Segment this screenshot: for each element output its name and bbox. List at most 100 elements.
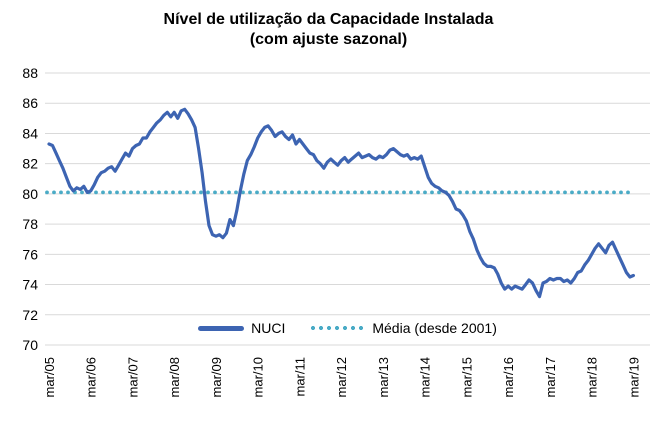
chart-title-line1: Nível de utilização da Capacidade Instal… (163, 11, 494, 28)
media-dotted-line-dot (45, 190, 49, 195)
media-dotted-line-dot (185, 190, 189, 195)
nuci-legend-label: NUCI (251, 320, 286, 336)
media-dotted-line-dot (59, 190, 63, 195)
media-dotted-line-dot (612, 190, 616, 195)
media-dotted-line-dot (591, 190, 595, 195)
media-dotted-line-dot (122, 190, 126, 195)
media-dotted-line-dot (535, 190, 539, 195)
media-dotted-line-dot (80, 190, 84, 195)
media-dotted-line-dot (339, 190, 343, 195)
media-dotted-line-dot (136, 190, 140, 195)
media-dotted-line-dot (542, 190, 546, 195)
media-dotted-line-dot (290, 190, 294, 195)
media-dotted-line-dot (311, 190, 315, 195)
media-dotted-line-dot (143, 190, 147, 195)
media-dotted-line-dot (318, 190, 322, 195)
media-dotted-line-dot (556, 190, 560, 195)
media-dotted-line-dot (472, 190, 476, 195)
x-axis-label: mar/13 (376, 357, 391, 397)
media-dotted-line-dot (325, 190, 329, 195)
y-axis-label: 86 (22, 95, 38, 111)
y-axis-label: 74 (22, 277, 38, 293)
media-dotted-line-dot (570, 190, 574, 195)
media-dotted-line-dot (423, 190, 427, 195)
x-axis-label: mar/14 (418, 357, 433, 397)
media-dotted-line-dot (528, 190, 532, 195)
x-axis-label: mar/06 (84, 357, 99, 397)
media-dotted-line-dot (486, 190, 490, 195)
media-dotted-line-dot (367, 190, 371, 195)
media-dotted-line-dot (94, 190, 98, 195)
media-dotted-line-dot (626, 190, 630, 195)
legend: NUCI Média (desde 2001) (45, 319, 650, 337)
y-axis-label: 76 (22, 246, 38, 262)
media-dotted-line-dot (465, 190, 469, 195)
media-dotted-line-dot (199, 190, 203, 195)
media-dotted-line-dot (220, 190, 224, 195)
media-dotted-line-dot (346, 190, 350, 195)
media-dotted-line-dot (500, 190, 504, 195)
media-dotted-line-dot (269, 190, 273, 195)
media-dotted-line-dot (374, 190, 378, 195)
media-dotted-line-dot (108, 190, 112, 195)
media-dotted-line-dot (388, 190, 392, 195)
media-dotted-line-dot (248, 190, 252, 195)
y-axis-label: 72 (22, 307, 38, 323)
nuci-line (47, 107, 635, 299)
media-dotted-line-dot (241, 190, 245, 195)
media-dotted-line-dot (430, 190, 434, 195)
media-dotted-line-dot (402, 190, 406, 195)
y-axis-label: 88 (22, 65, 38, 81)
media-dotted-line-dot (129, 190, 133, 195)
media-legend-label: Média (desde 2001) (372, 320, 497, 336)
x-axis-label: mar/10 (251, 357, 266, 397)
media-dotted-line-dot (619, 190, 623, 195)
x-axis-label: mar/15 (459, 357, 474, 397)
media-dotted-line-dot (549, 190, 553, 195)
media-dotted-line-dot (584, 190, 588, 195)
media-dotted-line-dot (227, 190, 231, 195)
media-dotted-line-dot (115, 190, 119, 195)
y-axis-label: 78 (22, 216, 38, 232)
media-dotted-line-dot (521, 190, 525, 195)
x-axis-label: mar/12 (334, 357, 349, 397)
media-dotted-line-dot (157, 190, 161, 195)
media-dotted-line-dot (283, 190, 287, 195)
media-dotted-line-dot (605, 190, 609, 195)
x-axis-label: mar/09 (209, 357, 224, 397)
x-axis-label: mar/16 (501, 357, 516, 397)
media-dotted-swatch (309, 325, 366, 331)
media-dotted-line-dot (360, 190, 364, 195)
chart-title: Nível de utilização da Capacidade Instal… (0, 10, 657, 50)
y-axis-label: 80 (22, 186, 38, 202)
media-dotted-line-dot (164, 190, 168, 195)
media-dotted-line-dot (493, 190, 497, 195)
media-dotted-line-dot (563, 190, 567, 195)
media-dotted-line-dot (514, 190, 518, 195)
media-dotted-line-dot (409, 190, 413, 195)
media-dotted-line-dot (332, 190, 336, 195)
media-dotted-line-dot (234, 190, 238, 195)
media-dotted-line-dot (101, 190, 105, 195)
media-dotted-line-dot (381, 190, 385, 195)
media-dotted-line-dot (577, 190, 581, 195)
media-dotted-line-dot (598, 190, 602, 195)
media-dotted-line-dot (66, 190, 70, 195)
y-axis-label: 82 (22, 156, 38, 172)
chart-title-line2: (com ajuste sazonal) (249, 31, 408, 48)
media-dotted-line-dot (262, 190, 266, 195)
media-dotted-line-dot (507, 190, 511, 195)
media-dotted-line-dot (304, 190, 308, 195)
nuci-line-swatch (198, 325, 245, 331)
legend-item-nuci: NUCI (198, 320, 285, 336)
media-dotted-line-dot (171, 190, 175, 195)
y-axis-label: 70 (22, 337, 38, 353)
media-dotted-line-dot (192, 190, 196, 195)
media-dotted-line-dot (458, 190, 462, 195)
media-dotted-line-dot (437, 190, 441, 195)
media-dotted-line-dot (150, 190, 154, 195)
media-dotted-line-dot (255, 190, 259, 195)
y-axis-label: 84 (22, 125, 38, 141)
